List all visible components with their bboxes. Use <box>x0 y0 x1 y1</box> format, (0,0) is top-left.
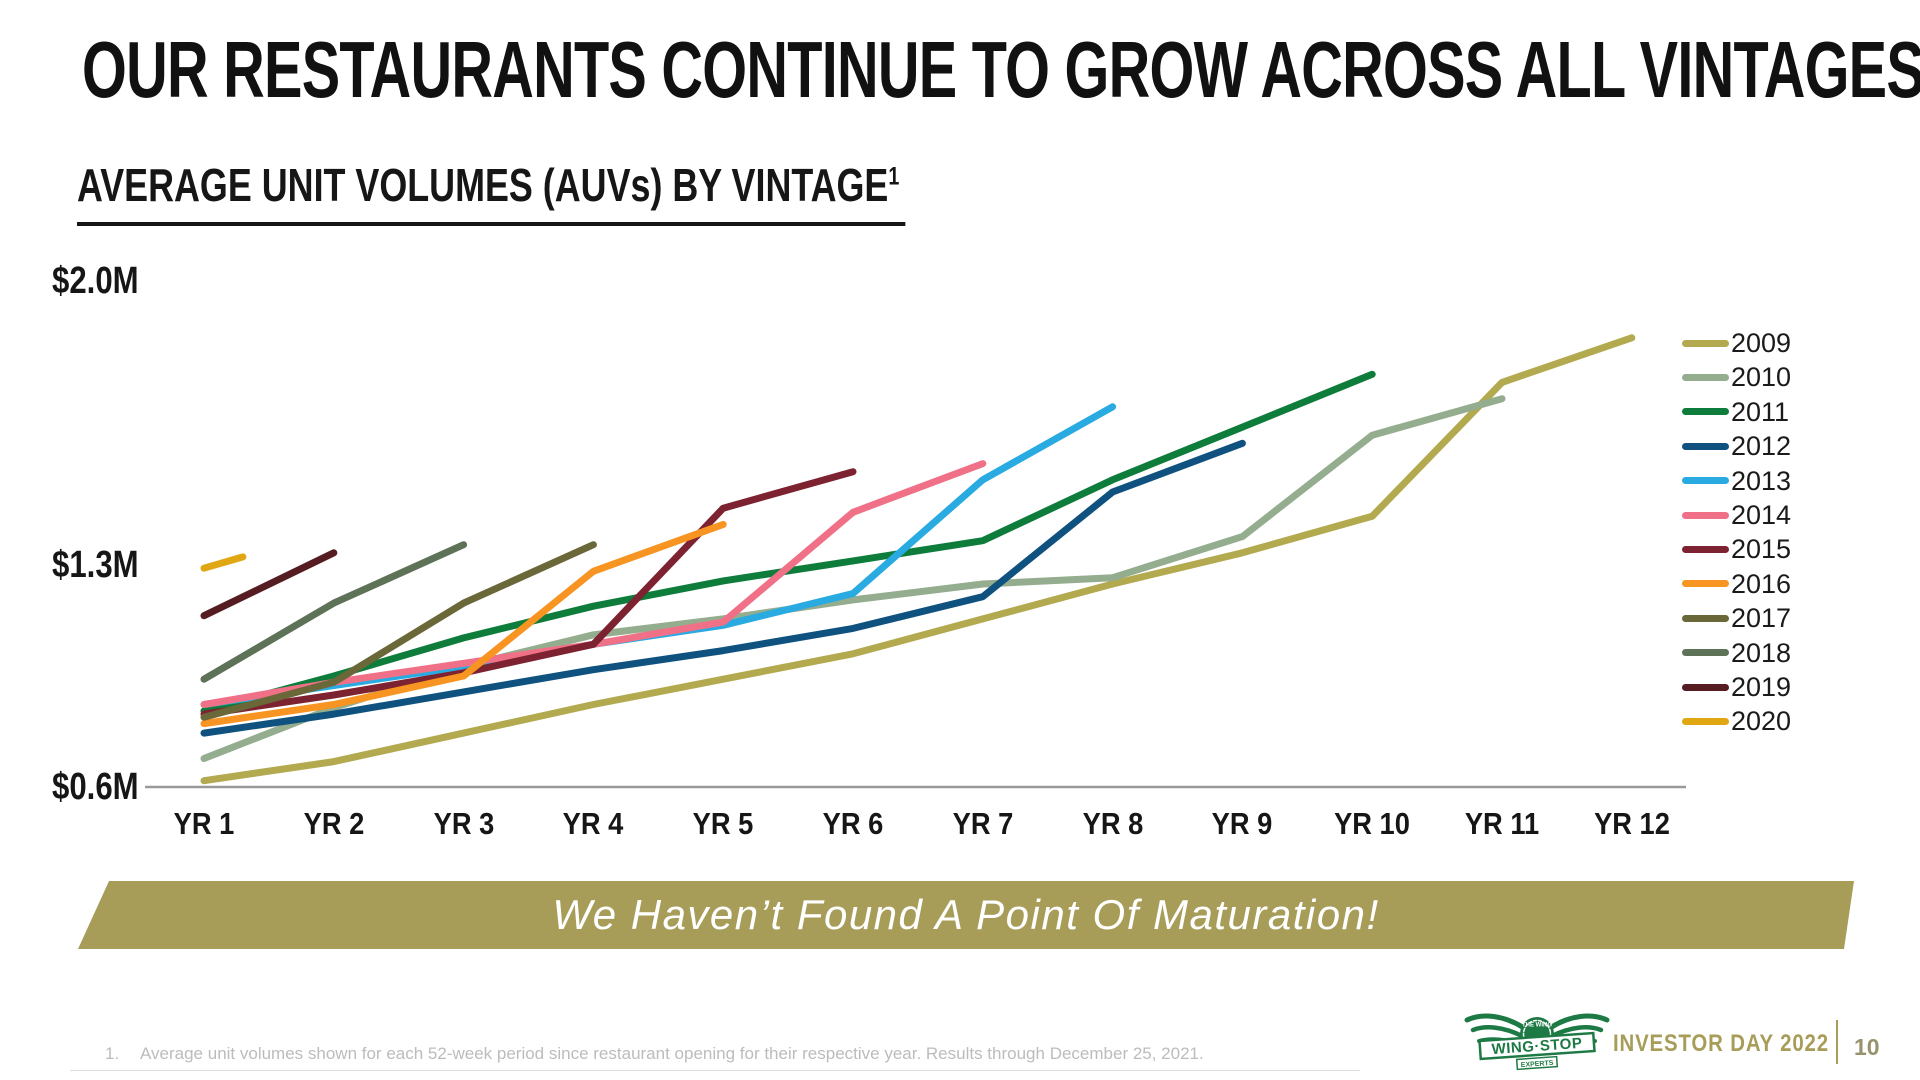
legend-swatch <box>1682 580 1729 588</box>
legend-item-2018: 2018 <box>1682 639 1791 667</box>
legend-item-2010: 2010 <box>1682 363 1791 391</box>
footer-page-number: 10 <box>1854 1034 1880 1060</box>
x-tick-label: YR 3 <box>433 806 494 841</box>
logo-brand-text: WING·STOP <box>1491 1035 1583 1058</box>
x-tick-label: YR 1 <box>173 806 235 841</box>
legend-label: 2010 <box>1731 362 1792 393</box>
series-line-2018 <box>200 541 468 683</box>
wingstop-logo: THE WING WING·STOP EXPERTS <box>1464 1013 1610 1071</box>
legend-label: 2020 <box>1731 706 1792 737</box>
legend-label: 2012 <box>1731 431 1792 462</box>
footer-event-title: INVESTOR DAY 2022 <box>1613 1030 1829 1057</box>
legend-item-2012: 2012 <box>1682 432 1791 460</box>
legend-item-2009: 2009 <box>1682 329 1791 357</box>
chart-title: AVERAGE UNIT VOLUMES (AUVs) BY VINTAGE1 <box>77 158 906 226</box>
series-line-2015 <box>200 468 857 718</box>
legend-label: 2009 <box>1731 328 1792 358</box>
x-tick-label: YR 2 <box>303 806 365 841</box>
legend-swatch <box>1682 477 1729 485</box>
legend-swatch <box>1682 614 1729 622</box>
legend-label: 2019 <box>1731 672 1792 702</box>
x-tick-label: YR 10 <box>1334 806 1411 841</box>
legend-swatch <box>1682 717 1729 725</box>
footnote: 1. Average unit volumes shown for each 5… <box>105 1044 1204 1064</box>
series-line-2009 <box>200 334 1636 785</box>
legend-swatch <box>1682 442 1729 450</box>
legend-swatch <box>1682 511 1729 519</box>
logo-bottom-text: EXPERTS <box>1521 1060 1554 1069</box>
legend-swatch <box>1682 373 1729 381</box>
legend-label: 2011 <box>1731 396 1790 427</box>
legend-item-2019: 2019 <box>1682 673 1791 701</box>
footer-divider <box>1836 1020 1838 1064</box>
x-tick-label: YR 4 <box>563 806 624 841</box>
x-tick-label: YR 6 <box>822 806 884 841</box>
legend-label: 2015 <box>1731 534 1792 565</box>
legend-swatch <box>1682 545 1729 553</box>
legend-item-2015: 2015 <box>1682 535 1791 563</box>
y-tick-label: $2.0M <box>52 260 139 302</box>
legend-item-2016: 2016 <box>1682 570 1791 598</box>
series-line-2014 <box>200 460 987 708</box>
legend-item-2014: 2014 <box>1682 501 1791 529</box>
series-line-2011 <box>200 370 1376 715</box>
x-tick-label: YR 8 <box>1082 806 1143 841</box>
series-line-2012 <box>200 439 1246 737</box>
y-tick-label: $0.6M <box>52 766 139 808</box>
takeaway-banner: We Haven’t Found A Point Of Maturation! <box>78 881 1854 949</box>
legend-swatch <box>1682 339 1729 347</box>
legend-label: 2013 <box>1731 465 1792 496</box>
legend-swatch <box>1682 683 1729 691</box>
legend-swatch <box>1682 408 1729 416</box>
legend-label: 2017 <box>1731 603 1792 634</box>
legend-item-2013: 2013 <box>1682 467 1791 495</box>
series-line-2017 <box>200 541 597 721</box>
legend-item-2011: 2011 <box>1682 398 1789 426</box>
chart-title-footnote-marker: 1 <box>888 162 900 191</box>
legend-swatch <box>1682 649 1729 657</box>
series-line-2010 <box>200 395 1506 762</box>
series-line-2020 <box>200 553 247 572</box>
x-tick-label: YR 7 <box>952 806 1014 841</box>
slide-title: OUR RESTAURANTS CONTINUE TO GROW ACROSS … <box>82 25 1920 114</box>
chart-title-text: AVERAGE UNIT VOLUMES (AUVs) BY VINTAGE <box>77 159 889 211</box>
takeaway-banner-text: We Haven’t Found A Point Of Maturation! <box>552 891 1380 938</box>
series-line-2019 <box>200 549 338 620</box>
x-tick-label: YR 12 <box>1593 806 1670 841</box>
legend-item-2017: 2017 <box>1682 604 1791 632</box>
x-tick-label: YR 5 <box>692 806 754 841</box>
legend-label: 2018 <box>1731 637 1792 668</box>
x-tick-label: YR 11 <box>1464 806 1540 841</box>
series-line-2016 <box>200 520 727 728</box>
series-line-2013 <box>200 403 1117 708</box>
footnote-text: Average unit volumes shown for each 52-w… <box>140 1044 1204 1063</box>
footnote-index: 1. <box>105 1044 120 1063</box>
footer-hairline <box>70 1070 1360 1071</box>
legend-item-2020: 2020 <box>1682 707 1791 735</box>
chart-title-wrap: AVERAGE UNIT VOLUMES (AUVs) BY VINTAGE1 <box>77 158 1139 226</box>
logo-top-text: THE WING <box>1522 1023 1552 1029</box>
legend-label: 2014 <box>1731 500 1792 530</box>
x-tick-label: YR 9 <box>1212 806 1273 841</box>
y-tick-label: $1.3M <box>52 544 139 586</box>
legend-label: 2016 <box>1731 568 1792 599</box>
